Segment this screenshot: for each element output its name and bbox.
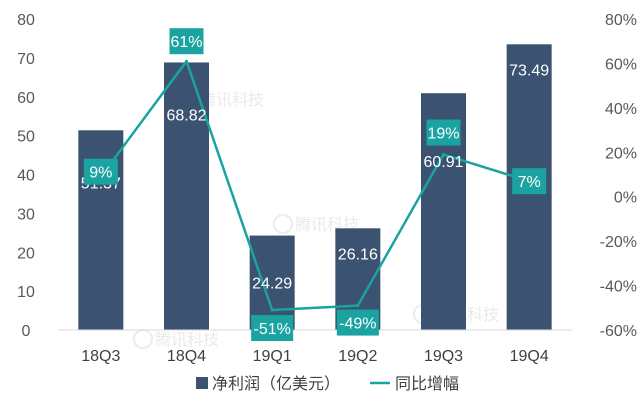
x-tick-label: 19Q2 (338, 348, 377, 365)
y-right-tick-label: 20% (605, 145, 637, 162)
y-left-tick-label: 0 (22, 323, 31, 340)
bar-series (78, 44, 552, 331)
percent-label-box (83, 158, 118, 185)
line-point (270, 308, 274, 312)
percent-value-label: -49% (339, 316, 376, 333)
bar-value-label: 24.29 (252, 276, 292, 293)
line-point (356, 304, 360, 308)
y-right-tick-label: -40% (600, 279, 637, 296)
bar-value-label: 73.49 (509, 62, 549, 79)
percent-value-label: 9% (89, 165, 112, 182)
percent-value-label: -51% (253, 321, 290, 338)
y-right-axis: -60% -40% -20% 0% 20% 40% 60% 80% (600, 12, 637, 340)
y-left-tick-label: 70 (17, 51, 35, 68)
legend-bar-label: 净利润（亿美元） (212, 374, 340, 393)
x-tick-label: 19Q3 (424, 348, 463, 365)
percent-value-label: 61% (170, 34, 202, 51)
watermark-text: 腾讯科技 (200, 90, 264, 109)
percent-label-box (512, 168, 547, 195)
x-axis: 18Q3 18Q4 19Q1 19Q2 19Q3 19Q4 (81, 348, 549, 365)
y-left-axis: 0 10 20 30 40 50 60 70 80 (17, 12, 35, 340)
y-left-tick-label: 20 (17, 245, 35, 262)
watermark-logo-icon (133, 329, 153, 349)
y-left-tick-label: 10 (17, 284, 35, 301)
y-left-tick-label: 50 (17, 129, 35, 146)
watermark-text: 腾讯科技 (155, 330, 219, 349)
x-tick-label: 19Q4 (510, 348, 549, 365)
percent-value-label: 7% (518, 174, 541, 191)
line-point (442, 153, 445, 157)
percent-label-box (426, 119, 461, 146)
bar-value-label: 60.91 (423, 154, 463, 171)
percent-value-label: 19% (427, 126, 459, 143)
watermark-logo-icon (273, 214, 293, 234)
y-left-tick-label: 80 (17, 12, 35, 29)
x-tick-label: 19Q1 (253, 348, 292, 365)
bar-value-label: 26.16 (338, 246, 378, 263)
y-right-tick-label: -60% (600, 323, 637, 340)
y-right-tick-label: -20% (600, 234, 637, 251)
y-right-tick-label: 0% (614, 190, 637, 207)
y-left-tick-label: 40 (17, 168, 35, 185)
line-path (99, 59, 530, 312)
percent-value-labels: 9% 61% -51% -49% 19% 7% (83, 28, 547, 342)
percent-label-box (336, 309, 379, 336)
y-right-tick-label: 80% (605, 12, 637, 29)
bar (164, 62, 209, 330)
y-right-tick-label: 40% (605, 101, 637, 118)
y-left-tick-label: 30 (17, 206, 35, 223)
bar-value-label: 68.82 (166, 107, 206, 124)
x-tick-label: 18Q4 (167, 348, 206, 365)
percent-label-box (169, 28, 204, 55)
y-left-tick-label: 60 (17, 90, 35, 107)
x-tick-label: 18Q3 (81, 348, 120, 365)
legend: 净利润（亿美元） 同比增幅 (196, 374, 459, 393)
y-right-tick-label: 60% (605, 56, 637, 73)
legend-line-label: 同比增幅 (395, 374, 459, 393)
line-point (185, 59, 188, 63)
percent-label-box (251, 315, 294, 342)
legend-bar-swatch (196, 377, 208, 389)
bar (249, 235, 295, 330)
